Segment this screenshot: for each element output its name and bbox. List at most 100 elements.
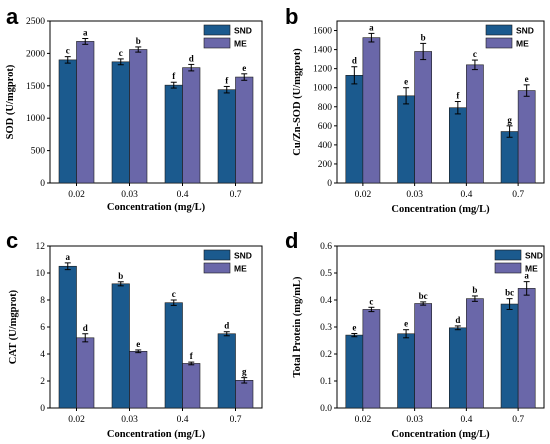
plot-frame bbox=[336, 20, 545, 184]
legend-swatch-me bbox=[494, 262, 522, 274]
y-tick-label: 0.5 bbox=[320, 269, 332, 279]
significance-label: c bbox=[172, 289, 176, 299]
y-tick-label: 2500 bbox=[26, 17, 45, 27]
bar-me bbox=[466, 64, 484, 184]
legend-swatch-snd bbox=[203, 24, 231, 36]
y-tick-label: 400 bbox=[318, 141, 333, 151]
panel-label-b: b bbox=[285, 4, 298, 29]
bar-me bbox=[362, 37, 381, 184]
significance-label: a bbox=[83, 27, 88, 37]
bar-me bbox=[466, 298, 484, 409]
bar-snd bbox=[164, 302, 183, 409]
y-tick-label: 1000 bbox=[26, 114, 45, 124]
y-tick-label: 1500 bbox=[26, 82, 45, 92]
x-axis-title: Concentration (mg/L) bbox=[107, 202, 206, 213]
x-tick-label: 0.02 bbox=[355, 415, 372, 425]
significance-label: g bbox=[507, 115, 512, 125]
bar-me bbox=[235, 76, 254, 184]
bar-me bbox=[129, 49, 148, 184]
bar-me bbox=[414, 303, 433, 409]
legend-label-snd: SND bbox=[516, 26, 534, 36]
plot-frame bbox=[49, 20, 263, 184]
chart-panel-c: c 0 2 4 6 8 10 12 a d 0.02 b e 0.03 c f 0.4 d g 0.7 Concent… bbox=[6, 228, 263, 440]
chart-panel-d: d 0.0 0.1 0.2 0.3 0.4 0.5 0.6 e c 0.02 e bc 0.03 d b 0.… bbox=[285, 228, 545, 440]
y-tick-label: 1000 bbox=[313, 84, 332, 94]
bar-me bbox=[362, 309, 381, 409]
y-tick-label: 200 bbox=[318, 160, 333, 170]
significance-label: f bbox=[225, 75, 229, 85]
x-tick-label: 0.02 bbox=[68, 415, 85, 425]
bar-me bbox=[414, 51, 433, 184]
bar-snd bbox=[111, 283, 130, 409]
bar-me bbox=[76, 337, 95, 409]
bar-snd bbox=[345, 75, 364, 184]
legend-label-snd: SND bbox=[234, 251, 252, 261]
significance-label: d bbox=[352, 56, 357, 66]
x-tick-label: 0.03 bbox=[121, 415, 138, 425]
y-tick-label: 0.0 bbox=[320, 404, 332, 414]
x-tick-label: 0.03 bbox=[121, 190, 138, 200]
significance-label: f bbox=[172, 71, 176, 81]
y-tick-label: 12 bbox=[36, 242, 46, 252]
significance-label: c bbox=[369, 296, 373, 306]
y-axis-title: CAT (U/mgprot) bbox=[8, 289, 19, 364]
y-tick-label: 0 bbox=[40, 404, 45, 414]
bar-snd bbox=[217, 333, 236, 409]
significance-label: bc bbox=[419, 291, 428, 301]
y-tick-label: 2000 bbox=[26, 49, 45, 59]
significance-label: e bbox=[525, 74, 529, 84]
y-tick-label: 2 bbox=[40, 377, 45, 387]
significance-label: d bbox=[189, 53, 194, 63]
legend-swatch-snd bbox=[485, 24, 513, 36]
significance-label: c bbox=[473, 49, 477, 59]
significance-label: e bbox=[404, 319, 408, 329]
bar-snd bbox=[58, 265, 77, 409]
legend-label-me: ME bbox=[234, 39, 247, 49]
legend-label-me: ME bbox=[525, 264, 538, 274]
significance-label: e bbox=[136, 339, 140, 349]
bar-me bbox=[129, 350, 148, 409]
x-tick-label: 0.02 bbox=[355, 190, 372, 200]
significance-label: a bbox=[66, 252, 71, 262]
y-tick-label: 600 bbox=[318, 122, 333, 132]
legend-swatch-me bbox=[485, 37, 513, 49]
significance-label: a bbox=[369, 22, 374, 32]
significance-label: d bbox=[83, 323, 88, 333]
x-tick-label: 0.4 bbox=[460, 415, 472, 425]
bar-snd bbox=[448, 107, 467, 184]
x-tick-label: 0.4 bbox=[177, 415, 189, 425]
y-tick-label: 0.4 bbox=[320, 296, 332, 306]
significance-label: c bbox=[66, 46, 70, 56]
y-axis-title: Total Protein (mg/mL) bbox=[292, 276, 303, 377]
bar-snd bbox=[500, 131, 519, 184]
bar-me bbox=[182, 67, 201, 184]
legend-swatch-snd bbox=[494, 249, 522, 261]
y-tick-label: 500 bbox=[31, 147, 46, 157]
x-axis-title: Concentration (mg/L) bbox=[391, 204, 490, 215]
x-tick-label: 0.7 bbox=[512, 190, 524, 200]
x-tick-label: 0.7 bbox=[230, 415, 242, 425]
x-tick-label: 0.03 bbox=[406, 190, 423, 200]
y-tick-label: 0.3 bbox=[320, 323, 332, 333]
y-tick-label: 6 bbox=[40, 323, 45, 333]
bar-me bbox=[517, 288, 536, 409]
significance-label: g bbox=[242, 367, 247, 377]
y-tick-label: 0.1 bbox=[320, 377, 332, 387]
panel-label-c: c bbox=[6, 228, 18, 253]
significance-label: f bbox=[456, 91, 460, 101]
bar-snd bbox=[217, 89, 236, 184]
significance-label: f bbox=[190, 351, 194, 361]
legend-swatch-me bbox=[203, 262, 231, 274]
bar-snd bbox=[500, 303, 519, 409]
significance-label: a bbox=[524, 271, 529, 281]
bar-snd bbox=[164, 84, 183, 184]
x-tick-label: 0.7 bbox=[230, 190, 242, 200]
significance-label: d bbox=[455, 315, 460, 325]
bar-snd bbox=[58, 59, 77, 184]
x-tick-label: 0.02 bbox=[68, 190, 85, 200]
bar-me bbox=[235, 380, 254, 409]
bar-snd bbox=[397, 333, 415, 409]
significance-label: c bbox=[119, 48, 123, 58]
panel-label-a: a bbox=[6, 4, 19, 29]
